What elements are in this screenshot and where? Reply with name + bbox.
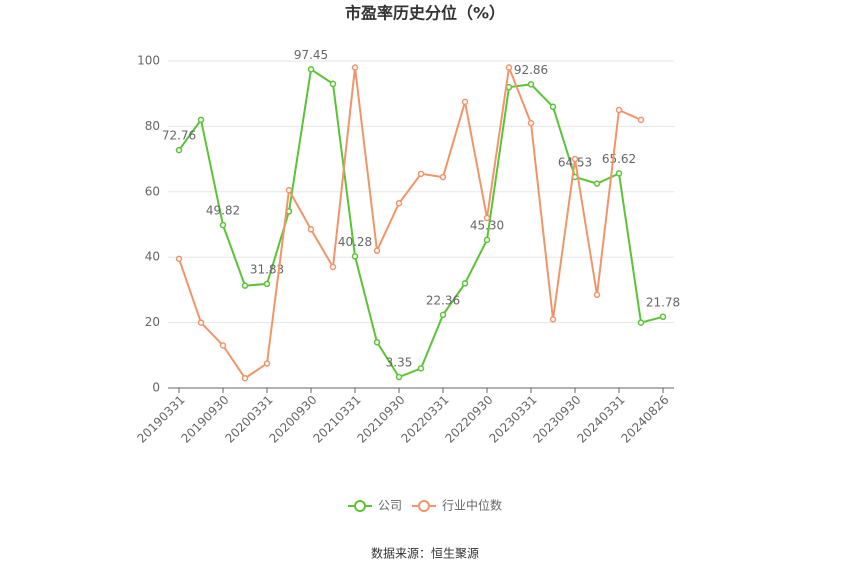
point: [285, 186, 293, 194]
point: [637, 319, 645, 326]
y-tick-label: 20: [145, 315, 160, 329]
point: [219, 342, 227, 349]
point: [175, 255, 183, 263]
point: [571, 155, 579, 163]
point: [659, 313, 667, 321]
series-line: [178, 63, 642, 380]
point: [373, 338, 381, 346]
point: [263, 280, 271, 288]
point: [527, 81, 535, 88]
y-tick-label: 60: [145, 184, 160, 198]
data-label: 45.30: [470, 218, 504, 232]
point: [483, 236, 491, 244]
point: [615, 170, 623, 177]
point: [241, 282, 249, 289]
data-label: 65.62: [602, 152, 636, 166]
point: [395, 199, 403, 207]
legend-marker: [354, 500, 366, 512]
data-label: 49.82: [206, 204, 240, 218]
point: [417, 365, 425, 372]
point: [351, 64, 359, 71]
point: [241, 374, 249, 382]
legend-label: 公司: [378, 499, 402, 513]
legend-marker: [418, 500, 430, 512]
point: [307, 66, 315, 73]
point: [593, 180, 601, 187]
point: [593, 291, 601, 299]
series-line: [178, 67, 664, 379]
y-tick-label: 40: [145, 250, 160, 264]
point: [329, 80, 337, 88]
point: [461, 280, 469, 287]
data-label: 21.78: [646, 295, 680, 309]
data-label: 3.35: [386, 356, 413, 370]
x-tick-label: 20240826: [619, 393, 672, 446]
y-tick-label: 0: [152, 381, 160, 395]
point: [373, 247, 381, 254]
point: [637, 116, 645, 124]
point: [219, 221, 227, 229]
point: [549, 316, 557, 323]
y-tick-label: 80: [145, 119, 160, 133]
source: 数据来源：恒生聚源: [371, 546, 479, 561]
point: [439, 173, 447, 181]
chart-title: 市盈率历史分位（%）: [345, 4, 505, 23]
point: [263, 360, 271, 367]
point: [197, 319, 205, 326]
point: [175, 146, 183, 154]
point: [417, 170, 425, 178]
data-label: 31.83: [250, 262, 284, 276]
point: [615, 106, 623, 114]
data-label: 97.45: [294, 48, 328, 62]
data-label: 22.36: [426, 293, 460, 307]
point: [549, 103, 557, 111]
data-label: 40.28: [338, 235, 372, 249]
point: [307, 226, 315, 233]
point: [483, 214, 491, 222]
legend-label: 行业中位数: [442, 498, 502, 513]
data-label: 92.86: [514, 63, 548, 77]
point: [351, 253, 359, 260]
point: [439, 311, 447, 319]
point: [329, 263, 337, 271]
point: [505, 64, 513, 71]
point: [461, 98, 469, 106]
data-label: 72.76: [162, 129, 196, 143]
point: [395, 373, 403, 381]
point: [527, 119, 535, 127]
y-tick-label: 100: [137, 54, 160, 68]
point: [197, 116, 205, 124]
